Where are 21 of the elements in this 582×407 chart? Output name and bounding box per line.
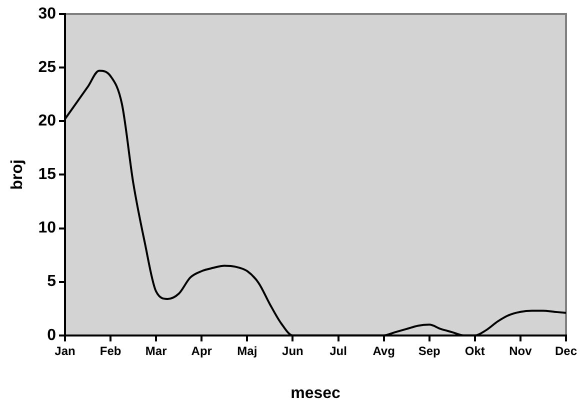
y-tick-label: 25 xyxy=(38,58,56,76)
y-tick-label: 10 xyxy=(38,220,56,237)
x-tick-label: Dec xyxy=(554,344,578,358)
x-tick-label: Apr xyxy=(191,344,212,358)
x-tick-label: Jan xyxy=(54,344,76,358)
x-tick-label: Sep xyxy=(418,344,440,358)
x-axis-title: mesec xyxy=(290,384,341,402)
y-tick-label: 15 xyxy=(38,166,56,184)
x-tick-label: Avg xyxy=(372,344,395,358)
y-tick-label: 20 xyxy=(38,112,56,130)
y-axis-title: broj xyxy=(9,160,26,190)
x-tick-label: Feb xyxy=(100,344,122,358)
x-tick-label: Okt xyxy=(464,344,485,358)
x-tick-label: Maj xyxy=(237,344,258,358)
y-tick-label: 0 xyxy=(47,326,56,344)
x-tick-label: Jun xyxy=(282,344,304,358)
x-tick-label: Jul xyxy=(330,344,347,358)
y-tick-label: 5 xyxy=(47,273,56,290)
x-tick-label: Nov xyxy=(509,344,532,358)
y-tick-label: 30 xyxy=(38,5,56,22)
x-tick-label: Mar xyxy=(145,344,168,358)
